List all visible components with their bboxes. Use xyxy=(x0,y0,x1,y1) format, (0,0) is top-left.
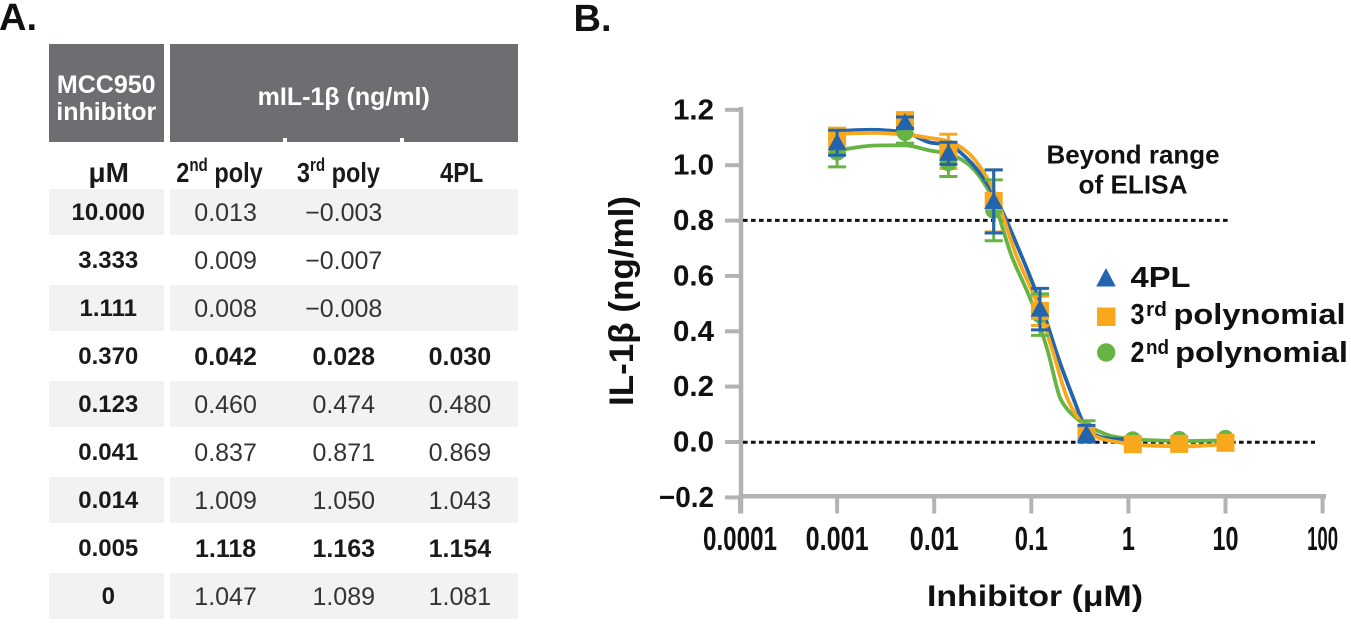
svg-text:100: 100 xyxy=(1307,520,1338,557)
svg-text:0.001: 0.001 xyxy=(806,520,869,557)
svg-text:0.01: 0.01 xyxy=(910,520,959,557)
svg-text:IL-1β (ng/ml): IL-1β (ng/ml) xyxy=(603,196,641,406)
svg-text:rd: rd xyxy=(1146,299,1167,321)
svg-text:1: 1 xyxy=(1122,520,1135,557)
svg-text:of ELISA: of ELISA xyxy=(1079,170,1188,200)
svg-text:1.0: 1.0 xyxy=(673,150,714,182)
svg-text:Beyond range: Beyond range xyxy=(1047,140,1220,170)
svg-text:3: 3 xyxy=(1131,299,1145,331)
svg-text:nd: nd xyxy=(1146,337,1169,359)
svg-text:10: 10 xyxy=(1213,520,1239,557)
svg-text:Inhibitor (μM): Inhibitor (μM) xyxy=(927,580,1143,613)
svg-text:4PL: 4PL xyxy=(1131,262,1191,294)
svg-text:0.4: 0.4 xyxy=(673,316,714,348)
svg-text:0.6: 0.6 xyxy=(673,260,714,292)
svg-text:2: 2 xyxy=(1131,337,1145,369)
svg-text:0.8: 0.8 xyxy=(673,205,714,237)
svg-text:1.2: 1.2 xyxy=(673,94,714,126)
svg-text:polynomial: polynomial xyxy=(1175,337,1348,369)
svg-text:polynomial: polynomial xyxy=(1174,299,1346,331)
svg-text:0.1: 0.1 xyxy=(1015,520,1048,557)
svg-text:0.0001: 0.0001 xyxy=(703,520,777,557)
svg-text:−0.2: −0.2 xyxy=(659,482,714,514)
svg-text:0.0: 0.0 xyxy=(673,427,714,459)
svg-text:0.2: 0.2 xyxy=(673,371,714,403)
